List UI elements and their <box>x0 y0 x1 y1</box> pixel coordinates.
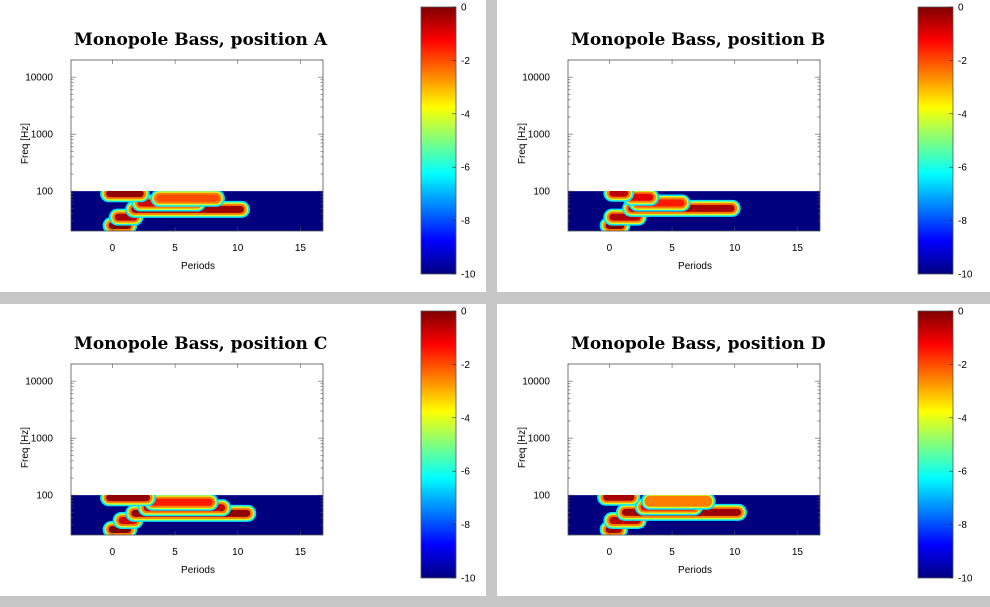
y-tick-label: 10000 <box>25 73 53 84</box>
x-tick-label: 5 <box>669 243 675 254</box>
colorbar-tick-label: -4 <box>958 413 967 424</box>
ridge-core <box>603 495 635 501</box>
colorbar-tick-label: -8 <box>958 216 967 227</box>
ridge-core <box>628 193 654 201</box>
ridge-core <box>149 498 213 506</box>
colorbar-tick-label: 0 <box>461 3 467 14</box>
y-tick-label: 100 <box>36 491 53 502</box>
chart-panel-b: 100 1000 10000 0 5 10 15 Periods Freq [Hz] 0 -2 -4 -… <box>497 0 990 292</box>
chart-title: Monopole Bass, position C <box>74 334 328 354</box>
x-tick-label: 0 <box>110 243 116 254</box>
colorbar-tick-label: -10 <box>461 574 476 585</box>
chart-panel-a: 100 1000 10000 0 5 10 15 Periods Freq [Hz] 0 -2 -4 -… <box>0 0 486 292</box>
y-tick-label: 10000 <box>25 377 53 388</box>
x-axis-label: Periods <box>678 565 712 576</box>
x-axis-label: Periods <box>678 261 712 272</box>
colorbar-tick-label: -8 <box>461 520 470 531</box>
ridge-core <box>106 191 144 198</box>
colorbar-tick-label: -6 <box>958 467 967 478</box>
x-tick-label: 0 <box>607 547 613 558</box>
x-tick-label: 0 <box>110 547 116 558</box>
chart-svg-c: 100 1000 10000 0 5 10 15 Periods Freq [Hz] 0 -2 -4 -… <box>20 307 476 585</box>
heatmap-ridges <box>100 191 251 231</box>
x-axis-label: Periods <box>181 261 215 272</box>
y-axis-label: Freq [Hz] <box>517 123 528 164</box>
colorbar-tick-label: 0 <box>461 307 467 318</box>
x-axis-label: Periods <box>181 565 215 576</box>
colorbar-tick-label: -2 <box>461 360 470 371</box>
plot-frame <box>70 59 324 232</box>
ridge-core <box>156 194 219 202</box>
ridge-core <box>609 191 629 197</box>
chart-title: Monopole Bass, position D <box>571 334 826 354</box>
ridge-core <box>646 497 710 505</box>
y-tick-label: 1000 <box>31 434 54 445</box>
colorbar-tick-label: -2 <box>461 56 470 67</box>
y-axis-label: Freq [Hz] <box>20 123 31 164</box>
y-tick-label: 100 <box>533 187 550 198</box>
colorbar-tick-label: -8 <box>461 216 470 227</box>
colorbar <box>420 310 457 579</box>
colorbar-tick-label: -4 <box>461 413 470 424</box>
colorbar-tick-label: 0 <box>958 307 964 318</box>
colorbar-tick-label: -6 <box>958 163 967 174</box>
colorbar-tick-label: -8 <box>958 520 967 531</box>
colorbar-tick-label: -10 <box>958 574 973 585</box>
colorbar-tick-label: -2 <box>958 56 967 67</box>
x-tick-label: 5 <box>172 547 178 558</box>
y-tick-label: 10000 <box>522 73 550 84</box>
ridge-core <box>106 495 150 502</box>
y-tick-label: 1000 <box>31 130 54 141</box>
chart-panel-d: 100 1000 10000 0 5 10 15 Periods Freq [Hz] 0 -2 -4 -… <box>497 304 990 596</box>
colorbar <box>420 6 457 275</box>
colorbar-tick-label: -6 <box>461 163 470 174</box>
colorbar-tick-label: -4 <box>958 109 967 120</box>
colorbar-tick-label: -2 <box>958 360 967 371</box>
colorbar-tick-label: -10 <box>461 270 476 281</box>
colorbar <box>917 6 954 275</box>
y-tick-label: 1000 <box>528 434 551 445</box>
chart-panel-c: 100 1000 10000 0 5 10 15 Periods Freq [Hz] 0 -2 -4 -… <box>0 304 486 596</box>
x-tick-label: 0 <box>607 243 613 254</box>
heatmap-ridges <box>599 191 741 231</box>
x-tick-label: 5 <box>669 547 675 558</box>
plot-frame <box>70 363 324 536</box>
y-tick-label: 1000 <box>528 130 551 141</box>
chart-svg-b: 100 1000 10000 0 5 10 15 Periods Freq [Hz] 0 -2 -4 -… <box>517 3 973 281</box>
plot-frame <box>567 59 821 232</box>
chart-svg-a: 100 1000 10000 0 5 10 15 Periods Freq [Hz] 0 -2 -4 -… <box>20 3 476 281</box>
chart-svg-d: 100 1000 10000 0 5 10 15 Periods Freq [Hz] 0 -2 -4 -… <box>517 307 973 585</box>
y-tick-label: 10000 <box>522 377 550 388</box>
colorbar-tick-label: -10 <box>958 270 973 281</box>
chart-title: Monopole Bass, position B <box>571 30 826 50</box>
x-tick-label: 5 <box>172 243 178 254</box>
heatmap-ridges <box>597 495 748 535</box>
x-tick-label: 15 <box>792 243 804 254</box>
colorbar-tick-label: -4 <box>461 109 470 120</box>
chart-title: Monopole Bass, position A <box>74 30 328 50</box>
x-tick-label: 15 <box>792 547 804 558</box>
x-tick-label: 10 <box>729 547 741 558</box>
colorbar-tick-label: -6 <box>461 467 470 478</box>
x-tick-label: 15 <box>295 547 307 558</box>
colorbar-tick-label: 0 <box>958 3 964 14</box>
y-tick-label: 100 <box>36 187 53 198</box>
x-tick-label: 10 <box>729 243 741 254</box>
y-axis-label: Freq [Hz] <box>20 427 31 468</box>
colorbar <box>917 310 954 579</box>
x-tick-label: 10 <box>232 547 244 558</box>
x-tick-label: 15 <box>295 243 307 254</box>
x-tick-label: 10 <box>232 243 244 254</box>
plot-frame <box>567 363 821 536</box>
y-axis-label: Freq [Hz] <box>517 427 528 468</box>
y-tick-label: 100 <box>533 491 550 502</box>
